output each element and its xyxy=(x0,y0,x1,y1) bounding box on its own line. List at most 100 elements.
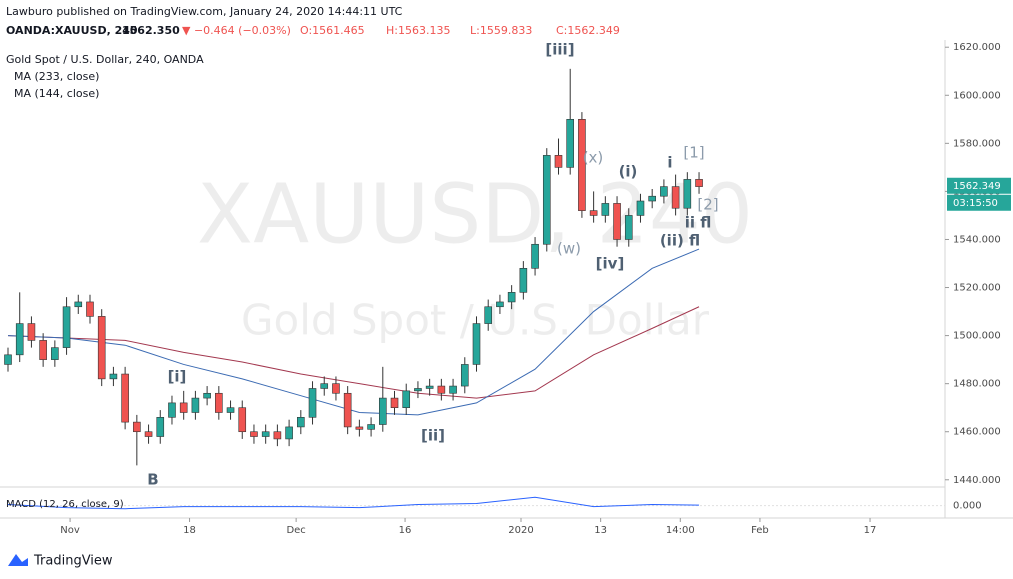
candle-body xyxy=(97,316,106,380)
candle-body xyxy=(437,385,446,394)
x-tick-label: Nov xyxy=(60,525,80,536)
candle-body xyxy=(449,385,457,394)
candle-body xyxy=(308,388,317,418)
countdown-box xyxy=(947,194,1011,211)
candle-body xyxy=(297,417,305,428)
change: ▼ −0.464 (−0.03%) xyxy=(182,24,291,37)
ohlc-label: L:1559.833 xyxy=(470,24,532,37)
candle-body xyxy=(554,155,563,168)
y-tick-label: 1600.000 xyxy=(953,90,1001,101)
candle-body xyxy=(578,119,586,211)
candle-body xyxy=(496,301,504,308)
candle-body xyxy=(414,388,422,392)
price-box xyxy=(947,177,1011,194)
wave-label: [1] xyxy=(683,144,704,162)
x-tick-label: 16 xyxy=(399,525,412,536)
candle-body xyxy=(378,397,387,425)
logo-icon xyxy=(8,554,28,566)
wave-label: (x) xyxy=(583,149,604,167)
footer: TradingView xyxy=(33,554,113,569)
chart-title: Gold Spot / U.S. Dollar, 240, OANDA xyxy=(6,53,204,66)
wave-label: ii fl xyxy=(685,214,712,232)
candle-body xyxy=(215,392,223,413)
publisher: Lawburo published on TradingView.com, Ja… xyxy=(6,5,403,18)
candle-body xyxy=(156,417,165,437)
candle-body xyxy=(355,426,364,430)
candle-body xyxy=(425,385,434,389)
macd-tick-label: 0.000 xyxy=(953,501,982,512)
candle-body xyxy=(86,301,94,317)
wave-label: [2] xyxy=(697,196,718,214)
logo xyxy=(8,554,28,566)
last-price: 1562.350 xyxy=(122,24,180,37)
candle-body xyxy=(460,364,469,387)
x-tick-label: 14:00 xyxy=(666,525,695,536)
candle-body xyxy=(250,431,258,437)
candle-body xyxy=(671,186,680,209)
wave-label: (ii) fl xyxy=(660,232,700,250)
candle-body xyxy=(332,383,340,394)
candle-body xyxy=(203,392,211,399)
x-tick-label: 2020 xyxy=(508,525,533,536)
watermark: XAUUSD, 240 xyxy=(197,167,753,262)
candle-body xyxy=(695,179,703,187)
candle-body xyxy=(390,397,399,408)
candle-body xyxy=(121,373,129,423)
candle-body xyxy=(648,195,656,202)
y-tick-label: 1540.000 xyxy=(953,234,1001,245)
wave-label: (i) xyxy=(619,163,638,181)
candle-body xyxy=(507,292,516,303)
candle-body xyxy=(51,347,59,360)
legend-entry: MA (144, close) xyxy=(14,87,99,100)
candle-body xyxy=(191,397,200,413)
candle-body xyxy=(472,323,481,365)
candle-body xyxy=(531,243,539,269)
ohlc-label: O:1561.465 xyxy=(300,24,365,37)
wave-label: B xyxy=(147,471,158,489)
candle-body xyxy=(238,407,247,433)
candle-body xyxy=(226,407,235,413)
wave-label: (w) xyxy=(557,240,581,258)
candle-body xyxy=(601,203,610,216)
y-tick-label: 1620.000 xyxy=(953,42,1001,53)
macd-label: MACD (12, 26, close, 9) xyxy=(6,499,124,510)
candle-body xyxy=(15,323,24,356)
candle-body xyxy=(179,402,188,413)
candle-body xyxy=(660,186,668,197)
candle-body xyxy=(285,426,293,440)
candle-body xyxy=(144,431,153,437)
countdown: 03:15:50 xyxy=(953,198,998,209)
wave-label: i xyxy=(667,154,672,172)
y-tick-label: 1460.000 xyxy=(953,427,1001,438)
candle-body xyxy=(613,203,621,240)
wave-label: [i] xyxy=(168,368,187,386)
y-tick-label: 1580.000 xyxy=(953,138,1001,149)
x-tick-label: Feb xyxy=(751,525,769,536)
ohlc-label: C:1562.349 xyxy=(556,24,620,37)
x-tick-label: 17 xyxy=(864,525,877,536)
candle-body xyxy=(74,301,83,308)
candle-body xyxy=(519,268,528,293)
candle-body xyxy=(133,421,141,433)
candle-body xyxy=(273,431,282,440)
candle-body xyxy=(566,119,575,168)
legend-entry: MA (233, close) xyxy=(14,70,99,83)
candle-body xyxy=(402,390,411,408)
candle-body xyxy=(168,402,176,418)
candle-body xyxy=(343,392,352,428)
ma-line xyxy=(7,248,700,416)
wave-label: [ii] xyxy=(421,427,445,445)
x-tick-label: 13 xyxy=(594,525,607,536)
x-tick-label: Dec xyxy=(286,525,305,536)
ohlc-label: H:1563.135 xyxy=(386,24,450,37)
candle-body xyxy=(636,200,645,216)
candle-body xyxy=(27,323,36,341)
candle-body xyxy=(542,155,551,245)
candle-body xyxy=(109,373,118,380)
candle-body xyxy=(4,354,12,365)
symbol: OANDA:XAUUSD, 240 xyxy=(6,24,138,37)
candle-body xyxy=(39,340,47,360)
x-tick-label: 18 xyxy=(183,525,196,536)
wave-label: [iii] xyxy=(545,41,574,59)
